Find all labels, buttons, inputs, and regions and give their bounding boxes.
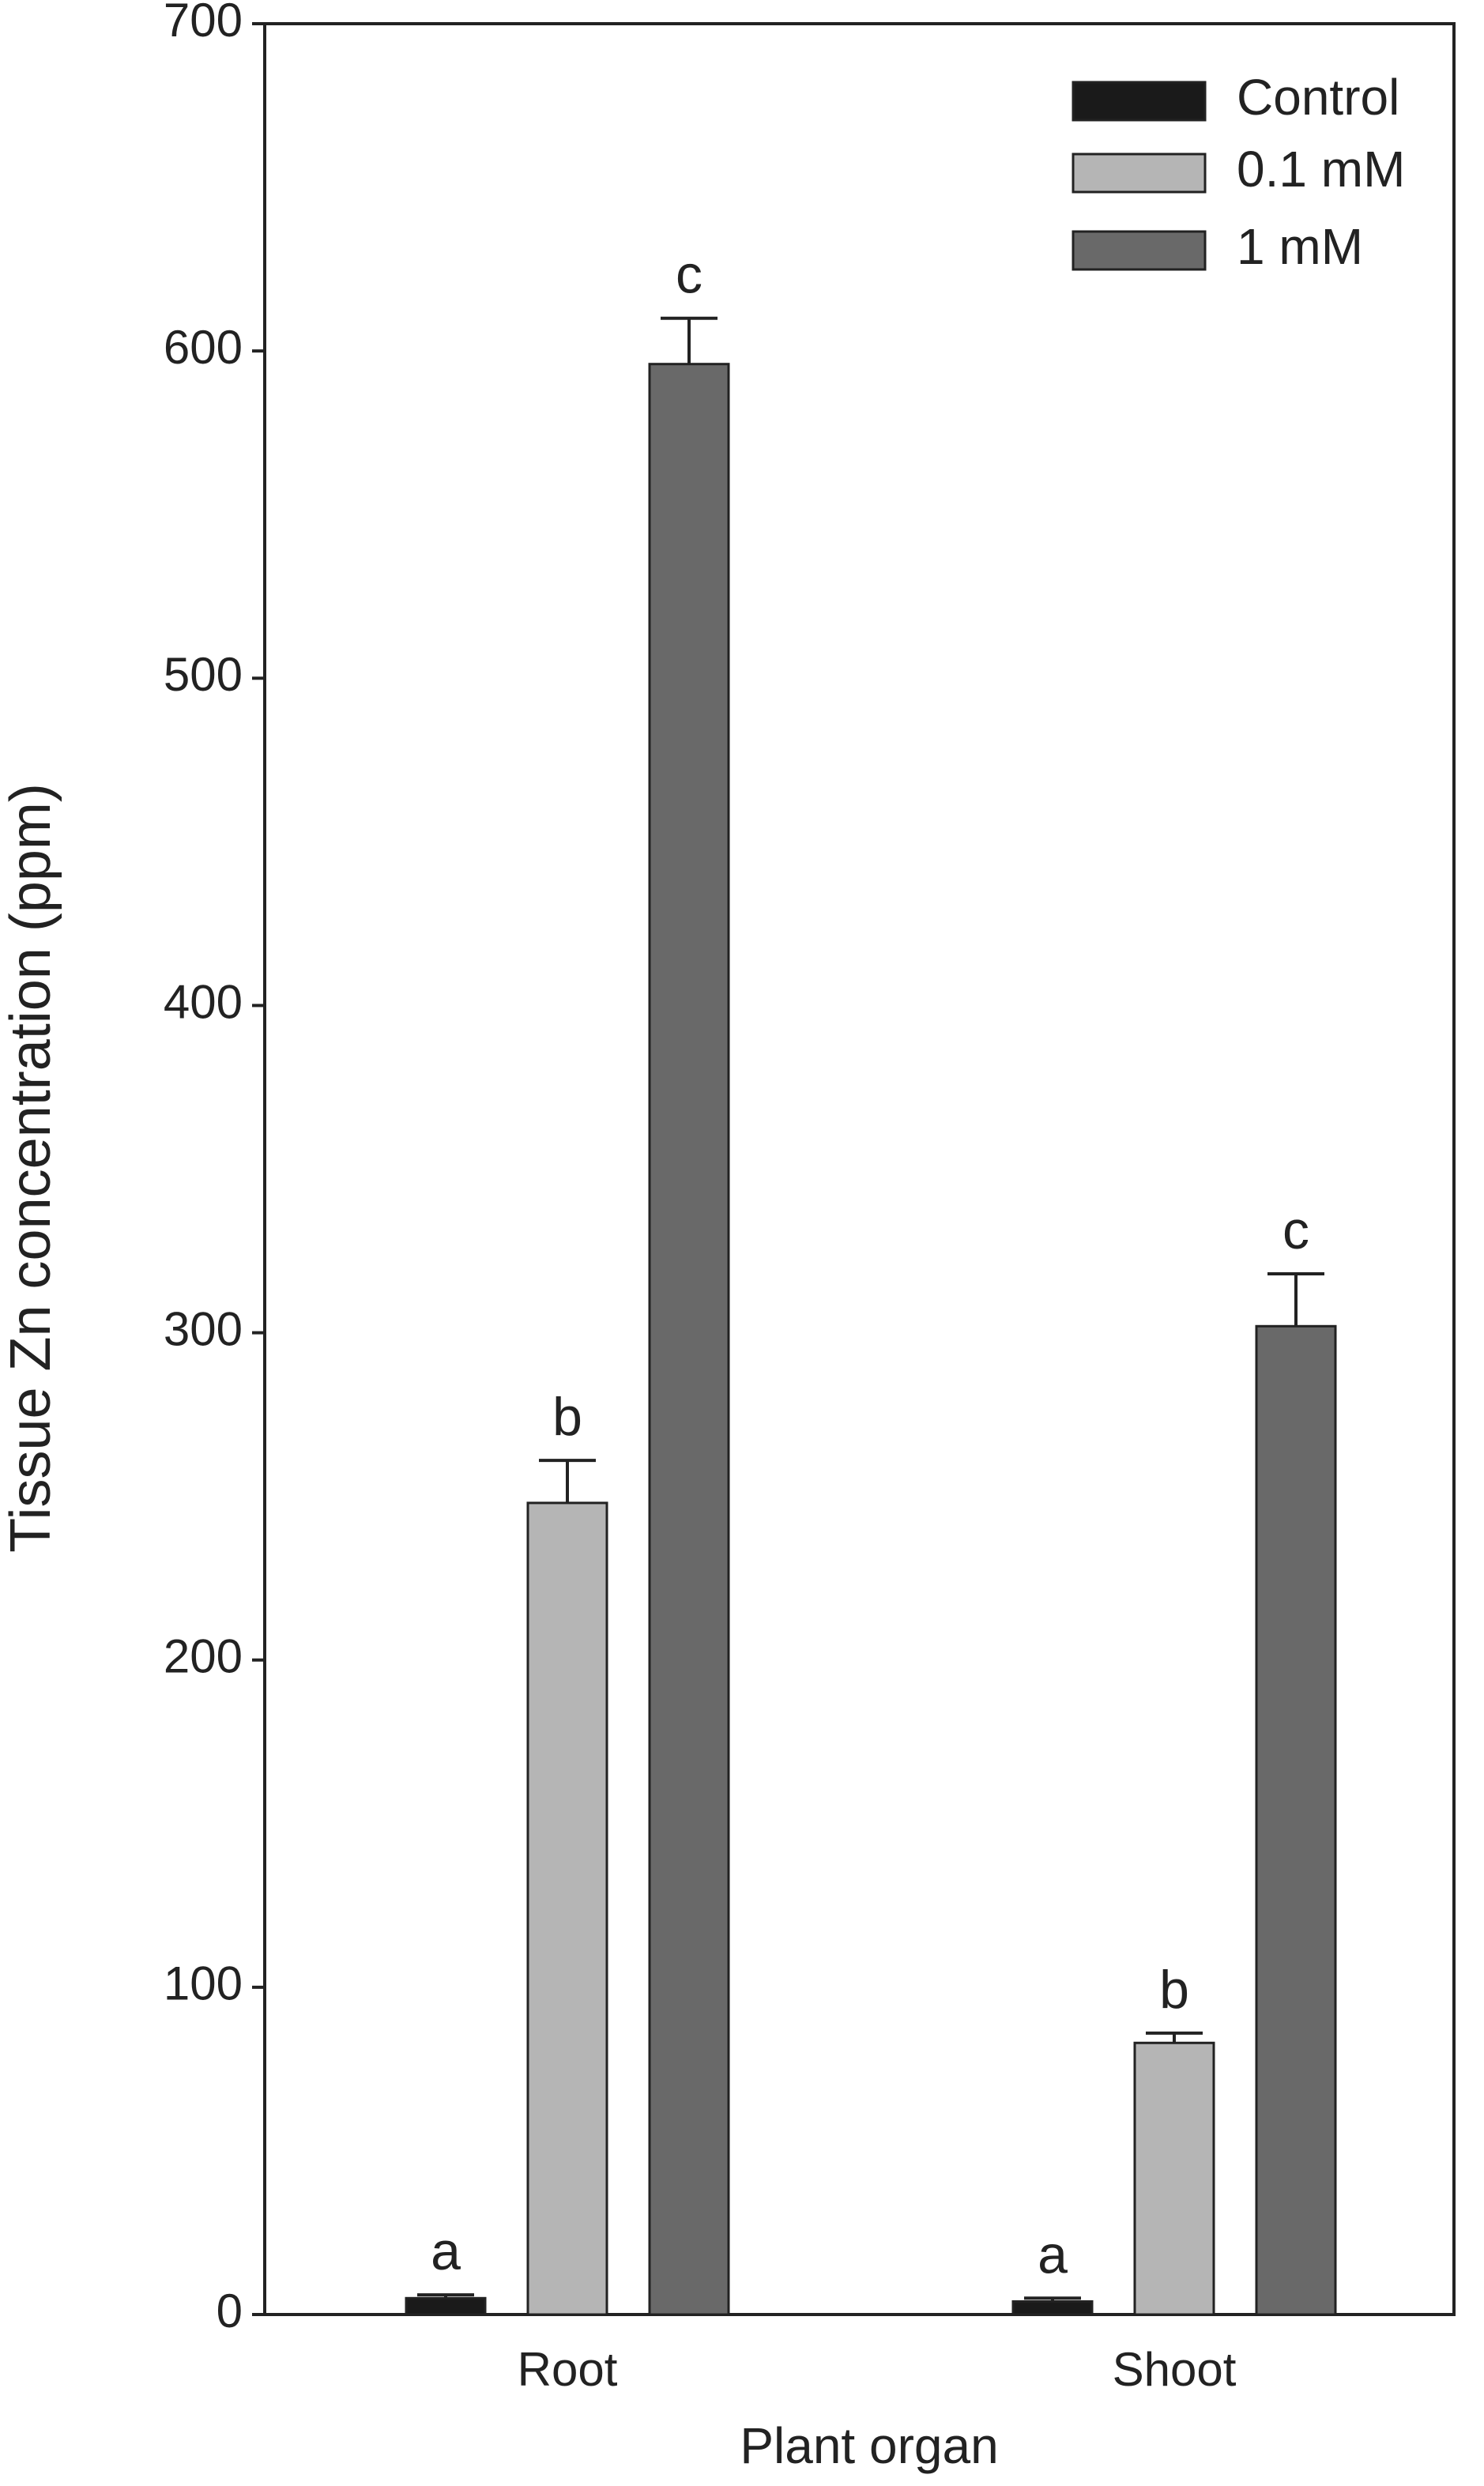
bar <box>648 363 730 2316</box>
legend-label: 0.1 mM <box>1237 141 1405 198</box>
y-tick-label: 500 <box>164 648 243 701</box>
y-tick-label: 700 <box>164 0 243 47</box>
x-tick-label: Root <box>518 2343 618 2396</box>
legend-swatch <box>1072 230 1207 271</box>
error-bar <box>661 316 718 364</box>
error-bar <box>417 2293 474 2299</box>
y-tick-label: 600 <box>164 321 243 374</box>
x-axis-title: Plant organ <box>740 2417 998 2474</box>
significance-letter: a <box>431 2221 461 2281</box>
significance-letter: a <box>1038 2224 1068 2284</box>
bar <box>1133 2041 1215 2316</box>
legend-label: Control <box>1237 69 1399 126</box>
y-tick-label: 300 <box>164 1302 243 1355</box>
y-tick-label: 100 <box>164 1957 243 2010</box>
bar <box>1011 2300 1094 2316</box>
bar <box>405 2296 487 2316</box>
significance-letter: c <box>676 245 702 305</box>
plot-frame <box>263 22 1456 2316</box>
error-bar <box>1024 2296 1081 2302</box>
significance-letter: b <box>1159 1960 1189 2020</box>
error-bar <box>1267 1272 1324 1327</box>
legend-swatch <box>1072 153 1207 194</box>
y-axis-title: Tissue Zn concentration (ppm) <box>0 783 62 1553</box>
legend-swatch <box>1072 81 1207 122</box>
bar <box>1255 1324 1337 2316</box>
significance-letter: c <box>1282 1200 1309 1260</box>
error-bar <box>1146 2031 1203 2043</box>
significance-letter: b <box>552 1387 582 1447</box>
y-tick-label: 200 <box>164 1630 243 1683</box>
legend-label: 1 mM <box>1237 218 1363 275</box>
bar <box>526 1501 608 2316</box>
y-tick-label: 0 <box>217 2284 243 2337</box>
y-tick-label: 400 <box>164 975 243 1028</box>
error-bar <box>539 1459 596 1503</box>
x-tick-label: Shoot <box>1113 2343 1237 2396</box>
